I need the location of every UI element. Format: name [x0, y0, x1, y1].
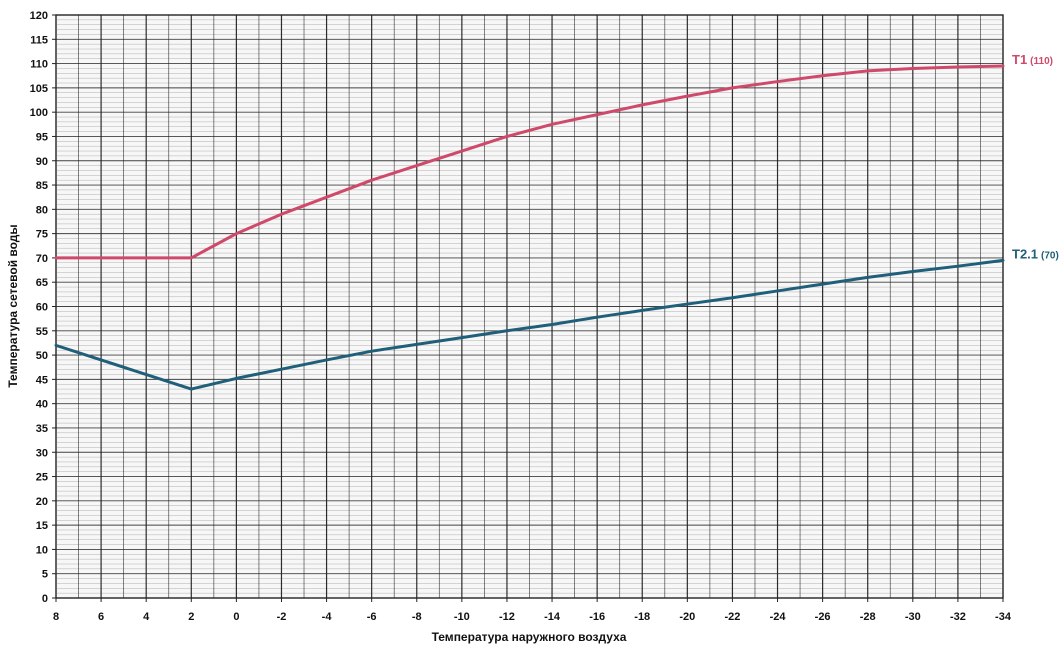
y-tick-label: 110 [30, 59, 48, 71]
x-tick-label: -18 [634, 611, 650, 623]
y-tick-label: 30 [36, 447, 48, 459]
series-label-1-suffix: (110) [1030, 56, 1053, 67]
y-tick-label: 95 [36, 131, 48, 143]
x-tick-label: -6 [367, 611, 377, 623]
y-tick-label: 90 [36, 156, 48, 168]
y-tick-label: 55 [36, 326, 48, 338]
x-axis-title: Температура наружного воздуха [432, 630, 627, 644]
y-tick-label: 60 [36, 302, 48, 314]
axes-layer: 0510152025303540455055606570758085909510… [6, 10, 1012, 644]
x-tick-label: -12 [499, 611, 515, 623]
series-label-2: T2.1 (70) [1012, 246, 1059, 261]
label-layer: T1 (110) T2.1 (70) [1012, 52, 1059, 261]
x-tick-label: 2 [188, 611, 194, 623]
series-layer [54, 64, 1005, 391]
x-tick-label: 4 [143, 611, 150, 623]
y-tick-label: 15 [36, 520, 48, 532]
y-axis-title: Температура сетевой воды [6, 224, 20, 387]
series-label-1-main: T1 [1012, 52, 1027, 67]
x-tick-label: -28 [860, 611, 876, 623]
x-tick-label: -8 [412, 611, 422, 623]
y-tick-label: 100 [30, 107, 48, 119]
y-tick-label: 105 [30, 83, 48, 95]
x-tick-label: -4 [322, 611, 333, 623]
y-tick-label: 115 [30, 34, 48, 46]
series-label-2-main: T2.1 [1012, 246, 1038, 261]
y-tick-label: 0 [42, 593, 48, 605]
y-tick-label: 35 [36, 423, 48, 435]
x-tick-label: -22 [724, 611, 740, 623]
x-tick-label: 6 [98, 611, 104, 623]
y-tick-label: 40 [36, 399, 48, 411]
grid-layer [55, 14, 1004, 599]
y-tick-label: 85 [36, 180, 48, 192]
y-tick-label: 70 [36, 253, 48, 265]
y-tick-label: 45 [36, 374, 48, 386]
y-tick-label: 20 [36, 496, 48, 508]
x-tick-label: 0 [233, 611, 239, 623]
y-tick-label: 75 [36, 229, 48, 241]
series-label-1: T1 (110) [1012, 52, 1053, 67]
series-line-1 [54, 64, 1005, 260]
y-tick-label: 65 [36, 277, 48, 289]
x-tick-label: 8 [53, 611, 59, 623]
x-tick-label: -30 [905, 611, 921, 623]
x-tick-label: -14 [544, 611, 561, 623]
y-tick-label: 25 [36, 472, 48, 484]
y-tick-label: 5 [42, 569, 48, 581]
series-label-2-suffix: (70) [1041, 250, 1059, 261]
x-tick-label: -34 [995, 611, 1012, 623]
x-tick-label: -20 [679, 611, 695, 623]
x-tick-label: -16 [589, 611, 605, 623]
y-tick-label: 50 [36, 350, 48, 362]
x-tick-label: -10 [454, 611, 470, 623]
x-tick-label: -24 [770, 611, 787, 623]
y-tick-label: 10 [36, 544, 48, 556]
x-tick-label: -32 [950, 611, 966, 623]
x-tick-label: -26 [815, 611, 831, 623]
x-tick-label: -2 [277, 611, 287, 623]
series-line-2 [54, 258, 1005, 391]
y-tick-label: 120 [30, 10, 48, 22]
y-tick-label: 80 [36, 204, 48, 216]
